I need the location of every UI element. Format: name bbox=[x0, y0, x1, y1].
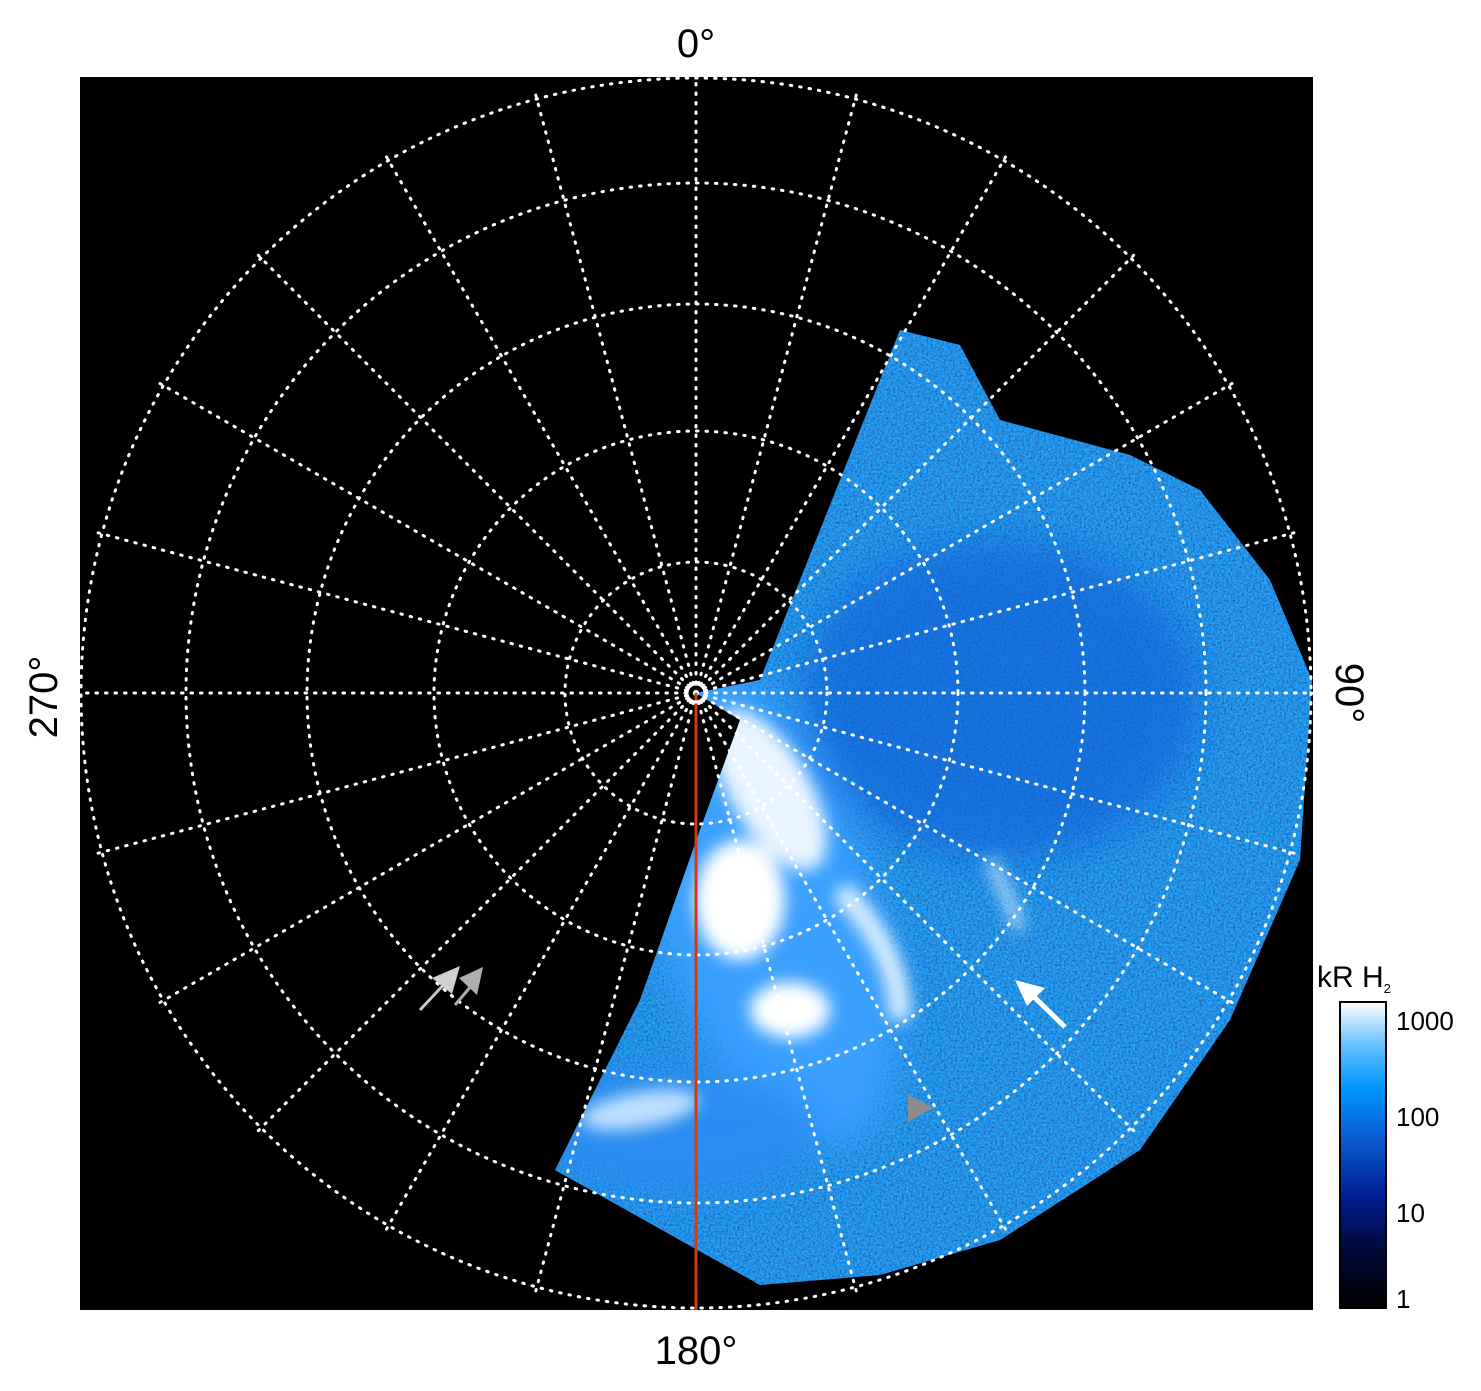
pole-marker bbox=[685, 682, 707, 704]
arrow-icon bbox=[1015, 980, 1067, 1029]
meridian-line bbox=[256, 691, 698, 1133]
meridian-line bbox=[694, 381, 1235, 695]
meridian-line bbox=[694, 691, 1008, 1232]
colorbar-gradient bbox=[1339, 1001, 1387, 1309]
meridian-line bbox=[384, 154, 698, 695]
latitude-circle bbox=[563, 560, 829, 826]
meridian-line bbox=[95, 531, 698, 695]
colorbar: kR H2 1000 100 10 1 bbox=[1317, 961, 1454, 1314]
meridian-line bbox=[694, 691, 858, 1294]
double-arrow-icon bbox=[418, 966, 483, 1012]
meridian-line bbox=[694, 154, 1008, 695]
meridian-line bbox=[694, 691, 1297, 855]
meridian-line bbox=[384, 691, 698, 1232]
label-0: 0° bbox=[677, 22, 715, 66]
triangle-marker-icon bbox=[908, 1094, 933, 1122]
meridian-line bbox=[256, 253, 698, 695]
colorbar-tick-1: 1 bbox=[1396, 1284, 1410, 1314]
label-180: 180° bbox=[655, 1329, 738, 1373]
polar-grid bbox=[80, 77, 1313, 1310]
latitude-circle bbox=[80, 77, 1313, 1310]
meridian-line bbox=[694, 531, 1297, 695]
meridian-line bbox=[694, 691, 1136, 1133]
meridian-line bbox=[157, 381, 698, 695]
colorbar-tick-100: 100 bbox=[1396, 1102, 1439, 1132]
meridian-line bbox=[534, 92, 698, 695]
meridian-line bbox=[694, 92, 858, 695]
colorbar-title: kR H2 bbox=[1317, 961, 1391, 996]
latitude-circle bbox=[184, 181, 1208, 1205]
label-90: 90° bbox=[1327, 663, 1371, 724]
meridian-line bbox=[534, 691, 698, 1294]
meridian-line bbox=[694, 253, 1136, 695]
meridian-line bbox=[157, 691, 698, 1005]
colorbar-tick-10: 10 bbox=[1396, 1198, 1425, 1228]
meridian-line bbox=[95, 691, 698, 855]
label-270: 270° bbox=[22, 656, 66, 739]
meridian-line bbox=[694, 691, 1235, 1005]
colorbar-tick-1000: 1000 bbox=[1396, 1006, 1454, 1036]
